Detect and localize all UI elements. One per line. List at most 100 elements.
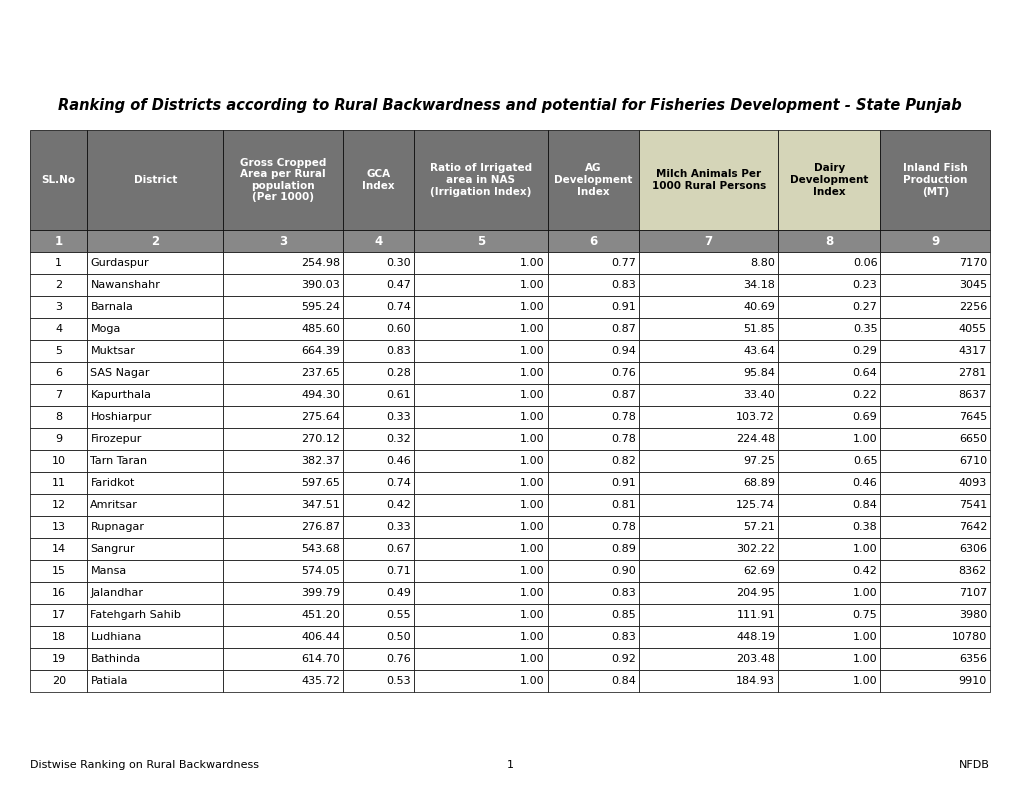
Bar <box>879 450 989 472</box>
Bar <box>223 494 342 516</box>
Text: 0.89: 0.89 <box>611 544 636 554</box>
Bar <box>342 450 414 472</box>
Text: Gross Cropped
Area per Rural
population
(Per 1000): Gross Cropped Area per Rural population … <box>239 158 326 203</box>
Bar <box>777 538 879 560</box>
Text: 204.95: 204.95 <box>736 588 774 598</box>
Text: 0.78: 0.78 <box>611 434 636 444</box>
Text: 40.69: 40.69 <box>743 302 774 312</box>
Bar <box>547 538 639 560</box>
Bar <box>88 252 223 274</box>
Bar <box>777 494 879 516</box>
Bar <box>547 450 639 472</box>
Bar <box>639 130 777 230</box>
Bar <box>547 516 639 538</box>
Bar <box>414 450 547 472</box>
Text: 0.71: 0.71 <box>386 566 411 576</box>
Bar <box>414 626 547 648</box>
Text: 1.00: 1.00 <box>520 302 544 312</box>
Text: 390.03: 390.03 <box>301 280 339 290</box>
Bar <box>30 582 88 604</box>
Bar <box>777 384 879 406</box>
Text: 0.84: 0.84 <box>611 676 636 686</box>
Text: 347.51: 347.51 <box>301 500 339 510</box>
Text: 3980: 3980 <box>958 610 986 620</box>
Text: 0.87: 0.87 <box>611 324 636 334</box>
Text: Kapurthala: Kapurthala <box>91 390 151 400</box>
Bar <box>88 494 223 516</box>
Text: Bathinda: Bathinda <box>91 654 141 664</box>
Text: Ludhiana: Ludhiana <box>91 632 142 642</box>
Text: 7170: 7170 <box>958 258 986 268</box>
Text: 1.00: 1.00 <box>520 522 544 532</box>
Text: 16: 16 <box>52 588 65 598</box>
Text: 0.74: 0.74 <box>386 478 411 488</box>
Text: 276.87: 276.87 <box>301 522 339 532</box>
Bar <box>547 318 639 340</box>
Text: 0.77: 0.77 <box>611 258 636 268</box>
Bar <box>342 428 414 450</box>
Text: 1.00: 1.00 <box>520 324 544 334</box>
Text: 1.00: 1.00 <box>852 544 876 554</box>
Bar <box>223 130 342 230</box>
Text: 1.00: 1.00 <box>520 390 544 400</box>
Text: 1.00: 1.00 <box>520 346 544 356</box>
Text: 3: 3 <box>279 235 286 247</box>
Bar <box>777 560 879 582</box>
Text: 0.74: 0.74 <box>386 302 411 312</box>
Text: Hoshiarpur: Hoshiarpur <box>91 412 152 422</box>
Text: 1.00: 1.00 <box>520 632 544 642</box>
Bar <box>223 384 342 406</box>
Text: Ratio of Irrigated
area in NAS
(Irrigation Index): Ratio of Irrigated area in NAS (Irrigati… <box>429 163 531 196</box>
Text: 8637: 8637 <box>958 390 986 400</box>
Bar <box>88 582 223 604</box>
Bar <box>879 538 989 560</box>
Bar <box>879 296 989 318</box>
Bar <box>342 362 414 384</box>
Text: 0.53: 0.53 <box>386 676 411 686</box>
Bar <box>547 130 639 230</box>
Bar <box>342 560 414 582</box>
Text: Sangrur: Sangrur <box>91 544 135 554</box>
Bar <box>223 538 342 560</box>
Bar <box>777 318 879 340</box>
Text: Patiala: Patiala <box>91 676 127 686</box>
Text: Firozepur: Firozepur <box>91 434 142 444</box>
Text: 0.42: 0.42 <box>852 566 876 576</box>
Text: 0.81: 0.81 <box>611 500 636 510</box>
Bar <box>777 648 879 670</box>
Bar <box>30 428 88 450</box>
Text: 399.79: 399.79 <box>301 588 339 598</box>
Text: 10780: 10780 <box>951 632 986 642</box>
Bar <box>223 296 342 318</box>
Bar <box>88 230 223 252</box>
Text: 0.49: 0.49 <box>386 588 411 598</box>
Bar <box>414 538 547 560</box>
Bar <box>639 494 777 516</box>
Text: 11: 11 <box>52 478 65 488</box>
Text: Muktsar: Muktsar <box>91 346 136 356</box>
Bar <box>88 428 223 450</box>
Bar <box>30 274 88 296</box>
Text: 448.19: 448.19 <box>736 632 774 642</box>
Bar <box>639 516 777 538</box>
Bar <box>879 274 989 296</box>
Bar <box>879 582 989 604</box>
Text: 0.61: 0.61 <box>386 390 411 400</box>
Text: 237.65: 237.65 <box>301 368 339 378</box>
Bar <box>223 648 342 670</box>
Bar <box>879 340 989 362</box>
Text: 184.93: 184.93 <box>736 676 774 686</box>
Text: 3045: 3045 <box>958 280 986 290</box>
Text: 0.33: 0.33 <box>386 412 411 422</box>
Bar <box>414 604 547 626</box>
Text: Amritsar: Amritsar <box>91 500 139 510</box>
Text: 1.00: 1.00 <box>520 588 544 598</box>
Bar <box>879 560 989 582</box>
Bar <box>342 472 414 494</box>
Text: 14: 14 <box>52 544 65 554</box>
Text: 6650: 6650 <box>958 434 986 444</box>
Bar <box>414 130 547 230</box>
Bar <box>547 648 639 670</box>
Bar <box>30 340 88 362</box>
Text: 2: 2 <box>151 235 159 247</box>
